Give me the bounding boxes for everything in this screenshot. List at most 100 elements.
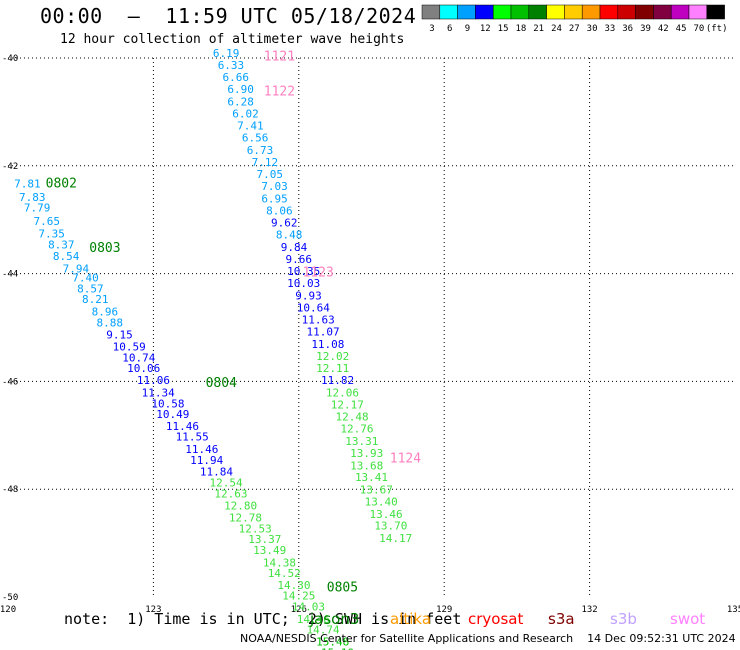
track-value-track-0802: 14.52 [268,567,301,580]
colorbar-label: 39 [640,24,651,34]
satellite-s3a: s3a [548,610,575,628]
track-value-track-1121: 10.64 [297,301,330,314]
track-value-track-0802: 8.21 [82,293,109,306]
x-tick-label: 129 [436,605,452,615]
colorbar-label: 70 [693,24,704,34]
satellite-cryosat: cryosat [468,610,524,628]
colorbar-swatch [581,4,601,20]
track-value-track-0802: 7.65 [34,215,61,228]
colorbar-swatch [492,4,512,20]
track-value-track-0802: 11.06 [137,374,170,387]
colorbar-legend: 3 6 9 12 15 18 21 24 27 30 33 36 39 42 45 70 (ft) [421,4,728,34]
colorbar-swatch [599,4,619,20]
colorbar-label: 21 [533,24,544,34]
track-value-track-0802: 14.74 [306,624,339,637]
track-value-track-0802: 7.81 [14,177,41,190]
axis-tick-labels: -40 -42 -44 -46 -48 -50 120 123 126 129 132 135 [0,54,740,615]
colorbar-label: 33 [604,24,615,34]
track-value-track-0802: 10.59 [113,341,146,354]
track-value-track-0802: 10.49 [156,408,189,421]
track-value-track-1121: 6.73 [247,144,274,157]
pass-label: 1121 [264,50,295,65]
track-value-track-0802: 11.46 [185,443,218,456]
colorbar-swatch [528,4,547,20]
track-value-track-1121: 9.66 [286,253,313,266]
track-value-track-0802: 8.37 [48,238,75,251]
y-tick-label: -44 [2,270,18,280]
colorbar-swatch [510,4,530,20]
colorbar-swatch [635,4,654,20]
track-value-track-0802: 12.78 [229,512,262,525]
y-tick-label: -50 [2,593,18,603]
track-value-track-0802: 14.46 [297,613,330,626]
colorbar-swatch [706,4,725,20]
pass-label: 0802 [46,176,77,191]
track-value-track-1121: 10.35 [287,265,320,278]
satellite-swot: swot [670,610,706,628]
track-value-track-0802: 7.40 [72,272,99,285]
track-value-track-1121: 7.05 [256,168,283,181]
track-value-track-0802: 8.57 [77,282,104,295]
colorbar-swatch [653,4,672,20]
track-value-track-1121: 12.02 [316,350,349,363]
pass-label: 0805 [327,581,358,596]
track-value-track-1121: 11.82 [321,374,354,387]
colorbar-label: 12 [480,24,491,34]
track-value-track-0802: 8.54 [53,250,80,263]
track-value-track-0802: 7.35 [38,227,65,240]
track-value-track-0802: 13.49 [253,544,286,557]
page-subtitle: 12 hour collection of altimeter wave hei… [60,32,405,47]
track-value-track-1121: 11.07 [306,326,339,339]
satellite-jason3: jason3 [310,610,360,628]
colorbar-swatch [457,4,476,20]
track-value-track-1121: 6.02 [232,107,259,120]
colorbar-label: (ft) [706,24,728,34]
track-value-track-0802: 11.94 [190,454,223,467]
track-value-track-0802: 14.30 [277,579,310,592]
track-value-track-0802: 14.38 [263,556,296,569]
page-title: 00:00 — 11:59 UTC 05/18/2024 [40,4,417,28]
colorbar-swatch [475,4,494,20]
pass-labels: 0802 0803 0804 0805 1121 1122 1123 1124 [46,50,422,596]
footer-credit: NOAA/NESDIS Center for Satellite Applica… [240,632,736,645]
y-tick-label: -42 [2,162,18,172]
colorbar-label: 42 [658,24,669,34]
track-value-track-0802: 8.96 [92,306,119,319]
colorbar-label: 9 [465,24,470,34]
track-values: 7.817.837.797.657.358.378.547.947.408.57… [14,47,412,650]
colorbar-label: 18 [515,24,526,34]
track-value-track-1121: 7.03 [261,180,288,193]
x-tick-label: 126 [291,605,307,615]
track-value-track-1121: 12.76 [340,423,373,436]
track-value-track-1121: 11.63 [302,314,335,327]
colorbar-label: 45 [676,24,687,34]
track-value-track-1121: 7.12 [252,156,279,169]
satellite-s3b: s3b [610,610,637,628]
track-value-track-1121: 13.41 [355,471,388,484]
pass-label: 1124 [390,451,421,466]
pass-label: 1123 [303,265,334,280]
track-value-track-1121: 6.90 [227,83,254,96]
track-value-track-0802: 8.88 [97,316,124,329]
track-value-track-0802: 12.63 [214,487,247,500]
track-value-track-1121: 12.06 [326,386,359,399]
track-value-track-1121: 8.48 [276,229,303,242]
colorbar-label: 27 [569,24,580,34]
track-value-track-0802: 13.37 [248,533,281,546]
track-value-track-0802: 10.58 [151,397,184,410]
track-value-track-0802: 11.84 [200,466,233,479]
track-value-track-0802: 10.06 [127,362,160,375]
y-tick-label: -48 [2,485,18,495]
track-value-track-1121: 6.33 [218,59,245,72]
x-tick-label: 120 [0,605,16,615]
track-value-track-1121: 14.17 [379,532,412,545]
note-text: note: 1) Time is in UTC; 2) SWH is in fe… [64,610,462,628]
track-value-track-1121: 12.48 [336,411,369,424]
track-value-track-1121: 9.84 [281,241,308,254]
track-value-track-1121: 6.19 [213,47,240,60]
track-value-track-0802: 15.19 [321,646,354,650]
colorbar-label: 3 [429,24,434,34]
colorbar-swatch [421,4,441,20]
track-value-track-0802: 14.03 [292,600,325,613]
